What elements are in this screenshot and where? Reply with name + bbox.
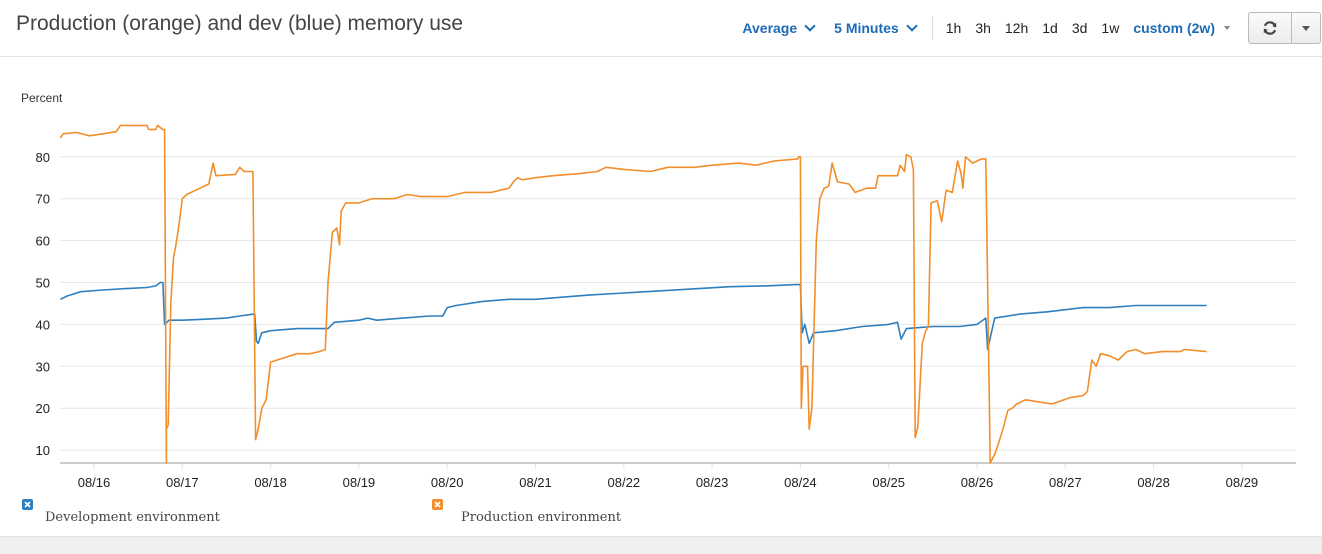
y-tick-label: 30 (36, 359, 50, 374)
y-axis-ticks: 10 20 30 40 50 60 70 80 (36, 150, 50, 458)
period-label: 5 Minutes (834, 20, 899, 36)
range-1d[interactable]: 1d (1042, 20, 1058, 36)
x-tick-label: 08/18 (254, 475, 287, 490)
x-tick-label: 08/20 (431, 475, 464, 490)
y-tick-label: 50 (36, 276, 50, 291)
y-tick-label: 60 (36, 234, 50, 249)
refresh-icon (1263, 21, 1277, 35)
x-tick-label: 08/24 (784, 475, 817, 490)
chart-title: Production (orange) and dev (blue) memor… (16, 12, 464, 35)
x-tick-label: 08/22 (608, 475, 641, 490)
close-icon (432, 499, 443, 510)
legend-label-prod[interactable]: Production environment (461, 510, 622, 525)
custom-range-dropdown[interactable]: custom (2w) (1133, 20, 1230, 36)
caret-down-icon (1302, 25, 1310, 31)
range-12h[interactable]: 12h (1004, 20, 1029, 36)
toolbar-divider (931, 16, 933, 40)
y-tick-label: 70 (36, 192, 50, 207)
x-tick-label: 08/19 (343, 475, 376, 490)
x-tick-label: 08/25 (872, 475, 905, 490)
x-tick-label: 08/27 (1049, 475, 1082, 490)
close-icon (22, 499, 33, 510)
y-axis-label: Percent (21, 91, 63, 105)
refresh-button-group (1248, 12, 1321, 44)
series-lines (59, 124, 1207, 464)
range-3d[interactable]: 3d (1071, 20, 1088, 36)
y-tick-label: 80 (36, 150, 50, 165)
x-tick-label: 08/28 (1137, 475, 1170, 490)
x-tick-label: 08/29 (1226, 475, 1259, 490)
statistic-dropdown[interactable]: Average (742, 20, 816, 36)
x-tick-label: 08/16 (78, 475, 111, 490)
chart-toolbar: Average 5 Minutes 1h 3h 12h 1d 3d 1w cus… (742, 0, 1322, 56)
x-tick-label: 08/23 (696, 475, 729, 490)
y-tick-label: 20 (36, 401, 50, 416)
grid-lines (60, 156, 1296, 451)
footer-bar (0, 536, 1322, 554)
chart-header: Production (orange) and dev (blue) memor… (0, 0, 1322, 57)
custom-range-label: custom (2w) (1133, 20, 1215, 36)
range-1w[interactable]: 1w (1101, 20, 1120, 36)
range-3h[interactable]: 3h (975, 20, 991, 36)
x-axis: 08/16 08/17 08/18 08/19 08/20 08/21 08/22 08/23… (60, 462, 1296, 490)
y-tick-label: 10 (36, 443, 50, 458)
refresh-button[interactable] (1249, 13, 1292, 43)
statistic-label: Average (742, 20, 798, 36)
refresh-options-button[interactable] (1292, 13, 1320, 43)
legend-label-dev[interactable]: Development environment (45, 510, 220, 525)
x-tick-label: 08/26 (961, 475, 994, 490)
dev-series-line (60, 281, 1207, 351)
legend-toggle-prod[interactable] (432, 499, 443, 510)
x-tick-label: 08/17 (166, 475, 199, 490)
x-tick-label: 08/21 (519, 475, 552, 490)
legend-toggle-dev[interactable] (22, 499, 33, 510)
y-tick-label: 40 (36, 317, 50, 332)
caret-down-icon (1224, 26, 1230, 30)
prod-series-line (59, 124, 1207, 464)
period-dropdown[interactable]: 5 Minutes (834, 20, 918, 36)
range-1h[interactable]: 1h (945, 20, 962, 36)
